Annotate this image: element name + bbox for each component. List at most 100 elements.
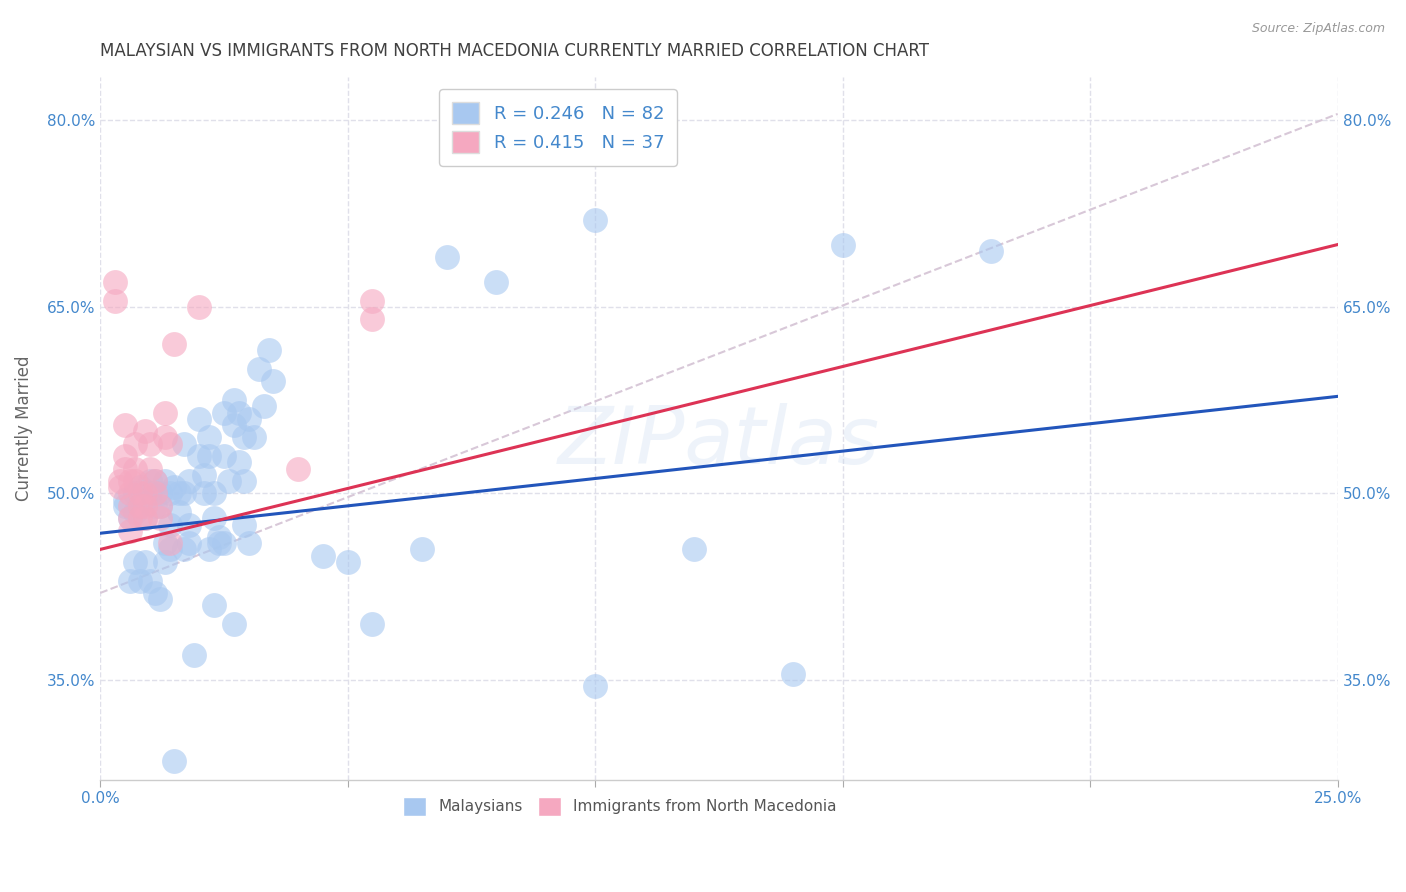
Point <box>173 486 195 500</box>
Point <box>118 486 141 500</box>
Point <box>128 574 150 588</box>
Point <box>159 542 181 557</box>
Point <box>228 455 250 469</box>
Point <box>114 461 136 475</box>
Point <box>208 536 231 550</box>
Text: MALAYSIAN VS IMMIGRANTS FROM NORTH MACEDONIA CURRENTLY MARRIED CORRELATION CHART: MALAYSIAN VS IMMIGRANTS FROM NORTH MACED… <box>100 42 929 60</box>
Point <box>193 467 215 482</box>
Point <box>163 480 186 494</box>
Point <box>143 586 166 600</box>
Point <box>163 337 186 351</box>
Point <box>118 524 141 538</box>
Point <box>163 754 186 768</box>
Point <box>143 474 166 488</box>
Point <box>683 542 706 557</box>
Point <box>114 449 136 463</box>
Point <box>198 542 221 557</box>
Point <box>247 362 270 376</box>
Point <box>159 436 181 450</box>
Point <box>222 417 245 432</box>
Point <box>104 275 127 289</box>
Point <box>134 424 156 438</box>
Point <box>179 536 201 550</box>
Point <box>252 400 274 414</box>
Point <box>149 511 172 525</box>
Point <box>128 480 150 494</box>
Point <box>198 449 221 463</box>
Point <box>139 486 162 500</box>
Point <box>263 375 285 389</box>
Point <box>159 486 181 500</box>
Point <box>124 474 146 488</box>
Point <box>108 474 131 488</box>
Point <box>222 617 245 632</box>
Point <box>202 599 225 613</box>
Point <box>118 511 141 525</box>
Point <box>134 499 156 513</box>
Point <box>118 474 141 488</box>
Point <box>188 300 211 314</box>
Point <box>361 293 384 308</box>
Point <box>238 536 260 550</box>
Point <box>980 244 1002 258</box>
Point <box>257 343 280 358</box>
Point <box>831 237 853 252</box>
Point <box>118 499 141 513</box>
Point <box>124 436 146 450</box>
Point <box>212 449 235 463</box>
Point <box>153 555 176 569</box>
Legend: Malaysians, Immigrants from North Macedonia: Malaysians, Immigrants from North Macedo… <box>394 788 846 825</box>
Point <box>153 430 176 444</box>
Point <box>188 411 211 425</box>
Point <box>287 461 309 475</box>
Point <box>238 411 260 425</box>
Point <box>139 436 162 450</box>
Point <box>202 486 225 500</box>
Point <box>139 461 162 475</box>
Point <box>232 474 254 488</box>
Point <box>159 536 181 550</box>
Point <box>153 474 176 488</box>
Y-axis label: Currently Married: Currently Married <box>15 355 32 500</box>
Point <box>583 679 606 693</box>
Point <box>149 592 172 607</box>
Point <box>124 461 146 475</box>
Point <box>169 505 191 519</box>
Point <box>108 480 131 494</box>
Point <box>134 492 156 507</box>
Point <box>188 449 211 463</box>
Point <box>179 474 201 488</box>
Point <box>361 617 384 632</box>
Point <box>193 486 215 500</box>
Text: Source: ZipAtlas.com: Source: ZipAtlas.com <box>1251 22 1385 36</box>
Point <box>128 499 150 513</box>
Point <box>134 511 156 525</box>
Point <box>336 555 359 569</box>
Point <box>312 549 335 563</box>
Point <box>128 511 150 525</box>
Point <box>114 417 136 432</box>
Point <box>124 555 146 569</box>
Point <box>198 430 221 444</box>
Point <box>118 574 141 588</box>
Point <box>411 542 433 557</box>
Point <box>143 499 166 513</box>
Point <box>202 511 225 525</box>
Point <box>228 405 250 419</box>
Point <box>208 530 231 544</box>
Point <box>143 474 166 488</box>
Point <box>134 511 156 525</box>
Point <box>139 574 162 588</box>
Point <box>134 486 156 500</box>
Point <box>124 505 146 519</box>
Point <box>179 517 201 532</box>
Point <box>134 555 156 569</box>
Point <box>153 536 176 550</box>
Point <box>183 648 205 663</box>
Point <box>242 430 264 444</box>
Point <box>114 499 136 513</box>
Point <box>118 511 141 525</box>
Point <box>583 212 606 227</box>
Point <box>222 393 245 408</box>
Point <box>159 517 181 532</box>
